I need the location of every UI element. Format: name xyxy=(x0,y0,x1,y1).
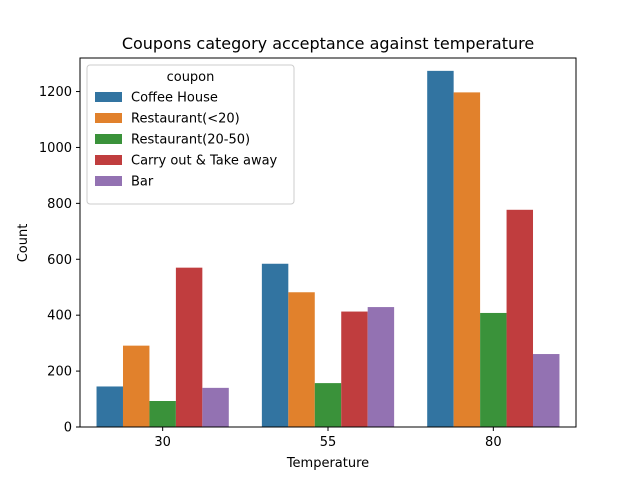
legend-swatch xyxy=(95,113,122,123)
y-axis-label: Count xyxy=(16,224,31,263)
x-tick-label: 30 xyxy=(154,435,171,450)
legend-entry-label: Coffee House xyxy=(131,91,218,106)
bar-bar-30 xyxy=(202,387,229,427)
legend-box xyxy=(86,64,295,205)
y-axis: 0 200 400 600 800 1000 1200 xyxy=(39,85,80,436)
y-tick-label: 800 xyxy=(47,197,72,212)
bar-bar-80 xyxy=(533,354,560,427)
x-axis: 30 55 80 xyxy=(154,427,502,450)
y-tick-label: 200 xyxy=(47,365,72,380)
legend-swatch xyxy=(95,176,122,186)
legend-entry-label: Carry out & Take away xyxy=(131,154,278,169)
y-tick-label: 0 xyxy=(64,421,72,436)
legend-swatch xyxy=(95,92,122,102)
bar-coffee-house-55 xyxy=(261,263,289,427)
bar-restaurant-20--80 xyxy=(453,92,481,427)
y-tick-label: 400 xyxy=(47,309,72,324)
bars-group xyxy=(96,70,560,428)
x-axis-label: Temperature xyxy=(286,456,369,471)
bar-coffee-house-80 xyxy=(427,70,454,428)
y-tick-label: 1200 xyxy=(39,85,72,100)
legend-entry-label: Restaurant(20-50) xyxy=(131,133,250,148)
legend-entry-label: Bar xyxy=(131,175,154,190)
chart-title: Coupons category acceptance against temp… xyxy=(122,34,534,53)
plot-frame xyxy=(79,57,577,428)
bar-restaurant-20--30 xyxy=(122,345,150,427)
bar-restaurant-20--55 xyxy=(288,292,315,427)
y-tick-label: 1000 xyxy=(39,141,72,156)
bar-restaurant-20-50--30 xyxy=(149,401,176,427)
bar-restaurant-20-50--55 xyxy=(314,383,342,427)
legend-swatch xyxy=(95,134,122,144)
bar-carry-out-take-away-80 xyxy=(506,209,534,427)
x-tick-label: 55 xyxy=(320,435,337,450)
y-tick-label: 600 xyxy=(47,253,72,268)
bar-bar-55 xyxy=(367,307,395,427)
legend: coupon Coffee House Restaurant(<20) Restaur… xyxy=(86,64,295,205)
x-tick-label: 80 xyxy=(485,435,502,450)
legend-swatch xyxy=(95,155,122,165)
legend-entry-label: Restaurant(<20) xyxy=(131,112,240,127)
bar-carry-out-take-away-30 xyxy=(175,267,203,427)
bar-carry-out-take-away-55 xyxy=(341,311,368,427)
legend-title: coupon xyxy=(167,70,215,85)
bar-coffee-house-30 xyxy=(96,386,123,427)
bar-restaurant-20-50--80 xyxy=(480,312,507,427)
